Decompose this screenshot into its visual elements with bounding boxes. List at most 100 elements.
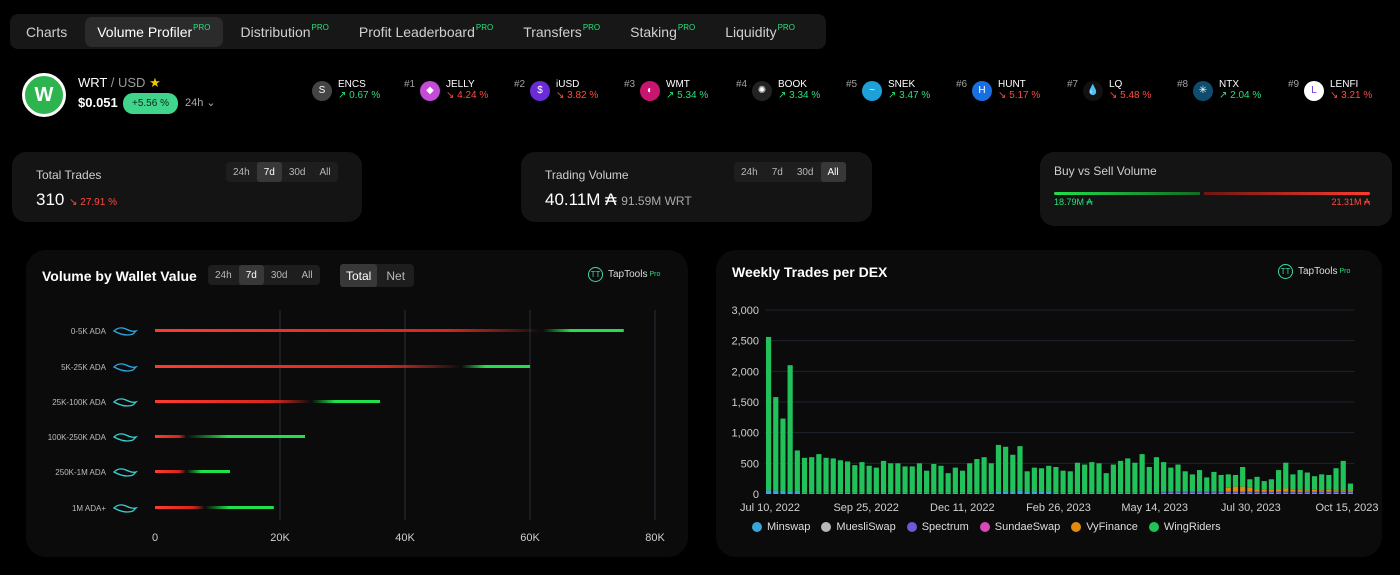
taptools-logo-icon: TT (1278, 264, 1293, 279)
trending-token-encs[interactable]: S ENCS ↗ 0.67 % (312, 79, 380, 102)
brand-pro: Pro (1339, 268, 1351, 275)
card-label: Buy vs Sell Volume (1054, 164, 1157, 178)
card-label: Trading Volume (545, 168, 629, 182)
tab-label: Volume Profiler (97, 23, 193, 40)
legend-item-muesliswap[interactable]: MuesliSwap (821, 521, 896, 533)
token-name: WMT (666, 79, 690, 90)
range-all[interactable]: All (301, 269, 313, 281)
trending-token-wmt[interactable]: #3 ◐ WMT ↗ 5.34 % (624, 79, 709, 102)
token-change: ↗ 5.34 % (666, 90, 709, 101)
wallet-panel-title: Volume by Wallet Value (42, 268, 197, 284)
range-24h[interactable]: 24h (741, 166, 758, 178)
token-rank: #7 (1067, 79, 1079, 90)
tab-distribution[interactable]: Distribution PRO (229, 17, 341, 47)
total-net-toggle: Total Net (340, 264, 415, 287)
analytics-tabs: Charts Volume Profiler PRO Distribution PR… (10, 14, 826, 49)
wmt-logo-icon: ◐ (640, 80, 660, 101)
taptools-logo-icon: TT (588, 267, 603, 282)
taptools-watermark: TT TapTools Pro (1278, 264, 1350, 279)
token-change: ↘ 5.17 % (998, 90, 1041, 101)
tab-label: Charts (26, 23, 68, 40)
token-name: HUNT (998, 79, 1026, 90)
wallet-value-panel (26, 250, 688, 557)
buy-sell-card: Buy vs Sell Volume 18.79M ₳ 21.31M ₳ (1040, 152, 1392, 226)
legend-label: WingRiders (1163, 521, 1221, 533)
tab-volume-profiler[interactable]: Volume Profiler PRO (85, 16, 223, 47)
token-rank: #1 (404, 79, 416, 90)
legend-item-minswap[interactable]: Minswap (752, 521, 810, 533)
token-change: ↘ 5.48 % (1109, 90, 1152, 101)
range-30d[interactable]: 30d (288, 166, 306, 178)
range-all[interactable]: All (820, 162, 846, 182)
dex-legend: Minswap MuesliSwap Spectrum SundaeSwap VyFin… (752, 521, 1232, 533)
trending-token-lq[interactable]: #7 💧 LQ ↘ 5.48 % (1067, 79, 1152, 102)
legend-item-wingriders[interactable]: WingRiders (1148, 521, 1221, 533)
sell-bar (1204, 192, 1370, 195)
buy-volume: 18.79M ₳ (1054, 197, 1093, 207)
legend-item-spectrum[interactable]: Spectrum (906, 521, 969, 533)
token-pair: WRT / USD ★ (78, 75, 161, 91)
range-7d[interactable]: 7d (238, 265, 264, 285)
tab-label: Liquidity (725, 23, 777, 40)
mode-total[interactable]: Total (340, 264, 378, 287)
legend-item-vyfinance[interactable]: VyFinance (1071, 521, 1138, 533)
trades-change: ↘ 27.91 % (69, 197, 117, 208)
timeframe-value: 24h (185, 97, 204, 109)
favorite-star-icon[interactable]: ★ (149, 75, 161, 90)
pro-badge: PRO (582, 23, 601, 32)
token-rank: #6 (956, 79, 968, 90)
trending-token-lenfi[interactable]: #9 L LENFI ↘ 3.21 % (1288, 79, 1373, 102)
tab-charts[interactable]: Charts (14, 17, 79, 47)
range-24h[interactable]: 24h (215, 269, 232, 281)
trades-count: 310 (36, 190, 65, 209)
range-7d[interactable]: 7d (256, 162, 282, 182)
total-trades-card: Total Trades 310 ↘ 27.91 % 24h 7d 30d Al… (12, 152, 362, 222)
trending-token-hunt[interactable]: #6 H HUNT ↘ 5.17 % (956, 79, 1041, 102)
legend-item-sundaeswap[interactable]: SundaeSwap (979, 521, 1060, 533)
range-7d[interactable]: 7d (771, 166, 783, 178)
tab-liquidity[interactable]: Liquidity PRO (713, 17, 807, 47)
tab-transfers[interactable]: Transfers PRO (511, 17, 612, 47)
trending-token-iusd[interactable]: #2 $ iUSD ↘ 3.82 % (514, 79, 598, 102)
tab-profit-leaderboard[interactable]: Profit Leaderboard PRO (347, 17, 505, 47)
token-name: iUSD (556, 79, 580, 90)
mode-net[interactable]: Net (386, 268, 406, 283)
token-rank: #2 (514, 79, 526, 90)
legend-label: VyFinance (1086, 521, 1138, 533)
iusd-logo-icon: $ (530, 80, 550, 101)
taptools-watermark: TT TapTools Pro (588, 267, 660, 282)
trades-range-selector: 24h 7d 30d All (226, 162, 338, 182)
range-30d[interactable]: 30d (796, 166, 814, 178)
token-rank: #5 (846, 79, 858, 90)
buy-bar (1054, 192, 1201, 195)
token-rank: #8 (1177, 79, 1189, 90)
range-30d[interactable]: 30d (270, 269, 288, 281)
token-name: BOOK (778, 79, 807, 90)
token-change: ↗ 0.67 % (338, 90, 381, 101)
ntx-logo-icon: ✳ (1193, 80, 1213, 101)
trending-token-ntx[interactable]: #8 ✳ NTX ↗ 2.04 % (1177, 79, 1261, 102)
trending-token-jelly[interactable]: #1 ◆ JELLY ↘ 4.24 % (404, 79, 488, 102)
price-change-badge: +5.56 % (123, 93, 178, 114)
legend-swatch (752, 522, 762, 532)
timeframe-dropdown[interactable]: 24h ⌄ (185, 96, 216, 109)
legend-label: Spectrum (921, 521, 969, 533)
trending-token-book[interactable]: #4 ✺ BOOK ↗ 3.34 % (736, 79, 820, 102)
sell-volume: 21.31M ₳ (1331, 197, 1370, 207)
volume-token: 91.59M WRT (621, 194, 692, 208)
range-all[interactable]: All (319, 166, 331, 178)
token-change: ↘ 3.21 % (1330, 90, 1373, 101)
range-24h[interactable]: 24h (233, 166, 250, 178)
chevron-down-icon: ⌄ (206, 97, 216, 109)
tab-staking[interactable]: Staking PRO (618, 17, 707, 47)
legend-swatch (1071, 522, 1082, 532)
dex-panel-title: Weekly Trades per DEX (732, 264, 888, 280)
tab-label: Staking (630, 23, 677, 40)
pro-badge: PRO (193, 23, 211, 32)
lq-logo-icon: 💧 (1083, 80, 1103, 101)
token-rank: #3 (624, 79, 636, 90)
total-trades-value: 310 ↘ 27.91 % (36, 190, 117, 210)
hunt-logo-icon: H (972, 80, 992, 101)
trending-token-snek[interactable]: #5 ~ SNEK ↗ 3.47 % (846, 79, 930, 102)
pro-badge: PRO (311, 23, 329, 32)
